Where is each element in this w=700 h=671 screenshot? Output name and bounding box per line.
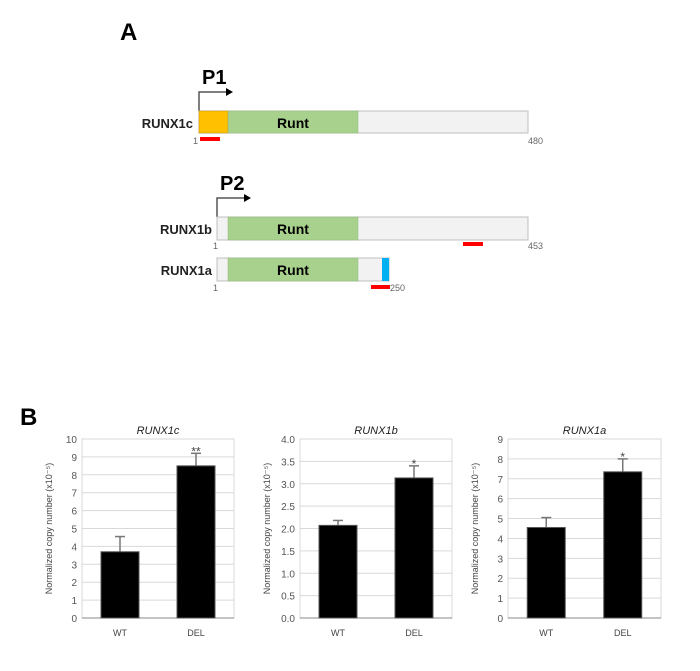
chart-runx1c: 0 1 2 3 4 5 6 7 8 9 10 RUNX1c Normalized copy number… [44, 425, 235, 638]
y-tick-label: 0 [71, 614, 77, 625]
bar-wt [318, 524, 358, 619]
y-tick-label: 1.0 [281, 569, 295, 580]
y-tick-label: 6 [71, 507, 77, 518]
chart-runx1b: 0.0 0.5 1.0 1.5 2.0 2.5 3.0 3.5 4.0 RUNX1b Normali… [262, 425, 453, 638]
promoter-p2-arrow [216, 194, 251, 217]
y-tick-label: 0 [497, 614, 503, 625]
runt-domain [227, 216, 359, 241]
runt-label: Runt [277, 221, 309, 237]
panel-b-label: B [20, 404, 37, 431]
bar-del [394, 477, 434, 619]
c-terminal-unique-domain [382, 258, 389, 281]
runt-label: Runt [277, 115, 309, 131]
y-axis-label: Normalized copy number (x10⁻⁵) [470, 463, 480, 595]
y-tick-label: 7 [71, 489, 77, 500]
y-tick-label: 4 [497, 534, 503, 545]
y-tick-label: 10 [66, 435, 78, 446]
chart-runx1a: 0 1 2 3 4 5 6 7 8 9 RUNX1a Normalized copy number (… [470, 425, 662, 638]
bar-wt [526, 527, 566, 619]
end-position: 480 [528, 136, 543, 146]
y-tick-label: 3 [497, 554, 503, 565]
chart-title: RUNX1a [563, 425, 606, 437]
end-position: 250 [390, 283, 405, 293]
isoform-runx1b: RUNX1b Runt 1 453 [160, 216, 543, 251]
isoform-name: RUNX1a [161, 263, 213, 278]
y-tick-label: 2.5 [281, 502, 295, 513]
start-position: 1 [213, 241, 218, 251]
end-position: 453 [528, 241, 543, 251]
runt-domain [227, 110, 359, 134]
y-tick-label: 0.0 [281, 614, 295, 625]
runt-label: Runt [277, 262, 309, 278]
probe-marker [200, 137, 220, 141]
significance-marker: * [620, 450, 625, 464]
x-tick-label: DEL [187, 628, 205, 638]
probe-marker [463, 242, 483, 246]
y-tick-label: 3.0 [281, 480, 295, 491]
y-tick-label: 8 [497, 455, 503, 466]
y-tick-label: 1 [497, 594, 503, 605]
y-tick-label: 7 [497, 475, 503, 486]
x-tick-label: WT [113, 628, 127, 638]
y-tick-label: 1 [71, 596, 77, 607]
isoform-runx1c: RUNX1c Runt 1 480 [142, 110, 543, 146]
bar-del [176, 465, 216, 619]
significance-marker: * [412, 457, 417, 471]
chart-title: RUNX1b [354, 425, 397, 437]
runt-domain [227, 257, 359, 282]
x-tick-label: DEL [614, 628, 632, 638]
n-terminal-domain [198, 110, 229, 134]
y-tick-label: 5 [497, 515, 503, 526]
start-position: 1 [213, 283, 218, 293]
isoform-name: RUNX1b [160, 222, 212, 237]
promoter-p2-label: P2 [220, 173, 244, 195]
y-tick-label: 4 [71, 542, 77, 553]
bar-del [603, 471, 643, 619]
x-tick-label: DEL [405, 628, 423, 638]
probe-marker [371, 285, 390, 289]
y-tick-label: 3 [71, 560, 77, 571]
promoter-p1-arrow [198, 88, 233, 111]
chart-title: RUNX1c [137, 425, 180, 437]
y-tick-label: 1.5 [281, 547, 295, 558]
y-tick-label: 9 [497, 435, 503, 446]
y-tick-label: 0.5 [281, 592, 295, 603]
promoter-p1-label: P1 [202, 67, 226, 89]
start-position: 1 [193, 136, 198, 146]
bar-wt [100, 551, 140, 619]
y-tick-label: 6 [497, 495, 503, 506]
y-axis-label: Normalized copy number (x10⁻⁵) [262, 463, 272, 595]
significance-marker: ** [191, 444, 201, 458]
isoform-name: RUNX1c [142, 116, 193, 131]
y-tick-label: 8 [71, 471, 77, 482]
y-tick-label: 2 [497, 574, 503, 585]
y-tick-label: 2.0 [281, 525, 295, 536]
y-tick-label: 2 [71, 578, 77, 589]
y-tick-label: 4.0 [281, 435, 295, 446]
x-tick-label: WT [539, 628, 553, 638]
panel-a-label: A [120, 19, 137, 46]
x-tick-label: WT [331, 628, 345, 638]
isoform-runx1a: RUNX1a Runt 1 250 [161, 257, 405, 293]
y-tick-label: 3.5 [281, 457, 295, 468]
y-tick-label: 5 [71, 525, 77, 536]
y-tick-label: 9 [71, 453, 77, 464]
y-axis-label: Normalized copy number (x10⁻⁵) [44, 463, 54, 595]
